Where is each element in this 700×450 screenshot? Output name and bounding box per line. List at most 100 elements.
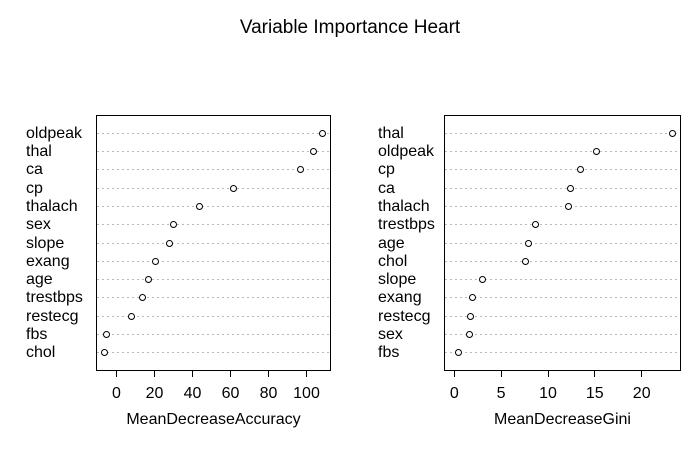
x-tick-label-20: 20 <box>632 385 651 402</box>
gridline <box>97 279 330 281</box>
gridline <box>445 224 680 226</box>
x-tick-10 <box>547 371 549 377</box>
y-label-restecg: restecg <box>378 307 431 325</box>
y-label-cp: cp <box>378 161 395 179</box>
gridline <box>97 315 330 317</box>
gridline <box>445 169 680 171</box>
x-tick-60 <box>230 371 231 377</box>
y-label-slope: slope <box>378 271 417 289</box>
data-point-chol <box>522 257 529 265</box>
y-label-thal: thal <box>26 143 52 161</box>
data-point-cp <box>229 184 237 192</box>
y-label-oldpeak: oldpeak <box>26 124 83 142</box>
x-tick-40 <box>192 371 193 377</box>
data-point-trestbps <box>532 221 540 229</box>
y-label-slope: slope <box>26 234 65 252</box>
gridline <box>445 242 680 244</box>
data-point-ca <box>296 166 304 174</box>
y-label-cp: cp <box>26 179 43 197</box>
y-label-exang: exang <box>26 252 70 270</box>
gridline <box>97 205 330 207</box>
y-label-fbs: fbs <box>378 344 400 362</box>
x-tick-0 <box>453 371 455 377</box>
gridline <box>445 333 680 335</box>
data-point-sex <box>465 330 473 338</box>
gridline <box>445 187 680 189</box>
y-label-age: age <box>26 271 53 289</box>
x-tick-label-20: 20 <box>145 385 164 402</box>
x-tick-5 <box>500 371 502 377</box>
plot-box <box>444 115 681 371</box>
data-point-fbs <box>102 330 110 338</box>
y-label-ca: ca <box>26 161 43 179</box>
y-label-trestbps: trestbps <box>378 216 435 234</box>
gridline <box>97 352 330 354</box>
x-tick-label-60: 60 <box>221 385 240 402</box>
y-label-oldpeak: oldpeak <box>378 143 435 161</box>
data-point-oldpeak <box>593 148 601 156</box>
x-tick-label-80: 80 <box>259 385 278 402</box>
data-point-exang <box>468 294 476 302</box>
gridline <box>445 297 680 299</box>
x-axis-label: MeanDecreaseGini <box>494 411 631 428</box>
data-point-age <box>145 276 153 284</box>
y-label-thal: thal <box>378 124 404 142</box>
data-point-thalach <box>565 202 573 210</box>
gridline <box>445 205 680 207</box>
x-tick-label-15: 15 <box>585 385 604 402</box>
data-point-sex <box>169 221 177 229</box>
gridline <box>445 151 680 153</box>
gridline <box>97 224 330 226</box>
gridline <box>445 279 680 281</box>
y-label-ca: ca <box>378 179 395 197</box>
data-point-chol <box>100 349 108 357</box>
gridline <box>97 169 330 171</box>
y-label-restecg: restecg <box>26 307 79 325</box>
x-tick-label-100: 100 <box>293 385 320 402</box>
data-point-slope <box>478 276 486 284</box>
data-point-oldpeak <box>319 129 327 137</box>
gridline <box>445 315 680 317</box>
y-label-chol: chol <box>378 252 408 270</box>
x-tick-20 <box>154 371 155 377</box>
y-label-chol: chol <box>26 344 56 362</box>
data-point-restecg <box>466 312 474 320</box>
x-tick-label-0: 0 <box>449 385 459 402</box>
gridline <box>97 260 330 262</box>
x-tick-15 <box>594 371 596 377</box>
gridline <box>445 260 680 262</box>
gridline <box>445 132 680 134</box>
data-point-exang <box>151 257 159 265</box>
x-axis-label: MeanDecreaseAccuracy <box>126 411 301 428</box>
data-point-ca <box>567 184 574 192</box>
x-tick-label-10: 10 <box>539 385 557 402</box>
gridline <box>97 242 330 244</box>
gridline <box>97 132 330 134</box>
data-point-age <box>524 239 532 247</box>
plot-box <box>96 115 331 371</box>
y-label-sex: sex <box>378 325 403 343</box>
y-label-age: age <box>378 234 405 252</box>
y-label-thalach: thalach <box>378 197 430 215</box>
data-point-thal <box>309 148 317 156</box>
data-point-slope <box>165 239 173 247</box>
x-tick-100 <box>306 371 307 377</box>
y-label-thalach: thalach <box>26 197 78 215</box>
gridline <box>97 151 330 153</box>
data-point-trestbps <box>139 294 147 302</box>
y-label-trestbps: trestbps <box>26 289 83 307</box>
data-point-thal <box>669 129 677 137</box>
y-label-fbs: fbs <box>26 325 48 343</box>
x-tick-label-5: 5 <box>496 385 506 402</box>
x-tick-0 <box>116 371 117 377</box>
data-point-thalach <box>195 202 203 210</box>
x-tick-label-40: 40 <box>183 385 202 402</box>
data-point-cp <box>577 166 585 174</box>
x-tick-20 <box>641 371 643 377</box>
y-label-exang: exang <box>378 289 422 307</box>
gridline <box>97 187 330 189</box>
y-label-sex: sex <box>26 216 51 234</box>
x-tick-80 <box>268 371 269 377</box>
x-tick-label-0: 0 <box>112 385 121 402</box>
